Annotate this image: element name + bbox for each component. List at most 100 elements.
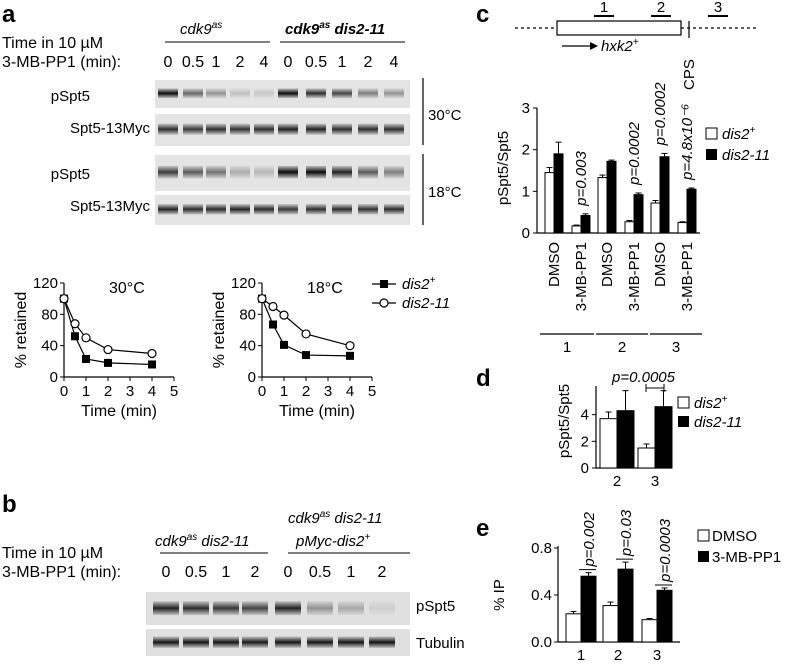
treatment-label: 3-MB-PP1: [679, 242, 696, 311]
data-point-square: [269, 320, 277, 329]
timepoint-label: 0: [284, 54, 293, 71]
blot-band: [384, 88, 404, 99]
panel-b-strain-2: cdk9as dis2-11 pMyc-dis2+: [288, 509, 410, 554]
bar-dis2: [565, 613, 582, 643]
panel-a-strain-2: cdk9as dis2-11: [280, 20, 405, 43]
timepoint-label: 4: [260, 54, 269, 71]
cps-label: CPS: [681, 59, 698, 90]
data-point-circle: [81, 333, 91, 343]
blot-band: [230, 204, 250, 215]
bar-dis2: [641, 619, 658, 643]
legend-marker-circle: [379, 298, 389, 308]
timepoint-label: 1: [222, 564, 231, 581]
panel-a-strain-1: cdk9as: [165, 20, 270, 43]
blot-band: [158, 204, 178, 215]
blot-band: [206, 165, 226, 179]
blot-band: [230, 123, 250, 135]
y-tick-label: 0: [248, 369, 256, 386]
bar-dis2-11: [633, 194, 644, 234]
category-label: 3: [651, 473, 659, 490]
timepoint-label: 2: [236, 54, 245, 71]
blot-band: [306, 88, 326, 99]
bar-dis2: [637, 447, 656, 469]
timepoint-label: 0: [162, 564, 171, 581]
panel-a-time-label-1: Time in 10 µM: [2, 35, 103, 52]
y-tick-label: 2: [522, 142, 530, 159]
bar-dis2-11: [580, 575, 597, 643]
timepoint-label: 0.5: [185, 564, 207, 581]
category-label: 2: [613, 473, 621, 490]
blot-pspt5-30: [155, 80, 410, 108]
blot-band: [332, 88, 352, 99]
y-tick-label: 3: [522, 100, 530, 117]
blot-band: [338, 636, 364, 648]
blot-label-pspt5-18: pSpt5: [51, 166, 90, 183]
x-tick-label: 1: [82, 383, 90, 400]
panel-e-legend: DMSO 3-MB-PP1: [697, 528, 781, 566]
blot-band: [206, 88, 226, 99]
blot-band: [307, 601, 333, 616]
blot-b-tubulin: [146, 629, 410, 656]
bar-dis2-11: [580, 215, 591, 234]
y-axis-label: % retained: [13, 292, 30, 369]
blot-band: [183, 204, 203, 215]
blot-band: [230, 88, 250, 99]
y-tick-label: 0.4: [531, 587, 552, 604]
timepoint-label: 0: [164, 54, 173, 71]
blot-band: [332, 123, 352, 135]
blot-band: [306, 165, 326, 179]
y-tick-label: 0.0: [531, 634, 552, 651]
bar-dis2-11: [686, 188, 697, 234]
bar-dis2: [650, 202, 661, 234]
legend-label-dis211: dis2-11: [402, 295, 450, 312]
panel-d-letter: d: [476, 365, 491, 392]
y-tick-label: 120: [33, 275, 58, 292]
x-tick-label: 0: [258, 383, 266, 400]
bar-dis2-11: [616, 410, 635, 469]
blot-band: [206, 123, 226, 135]
panel-b-time-label-2: 3-MB-PP1 (min):: [2, 564, 121, 581]
bar-dis2: [597, 177, 608, 234]
y-tick-label: 80: [239, 306, 256, 323]
treatment-label: DMSO: [599, 242, 616, 287]
legend-marker-square: [380, 280, 388, 288]
gene-arrow-head: [590, 42, 598, 50]
blot-band: [384, 123, 404, 135]
bar-dis2: [544, 172, 555, 234]
group-label: 2: [618, 339, 626, 356]
legend-c-dis2-swatch: [705, 127, 718, 140]
x-tick-label: 3: [324, 383, 332, 400]
blot-band: [254, 204, 274, 215]
y-tick-label: 80: [41, 306, 58, 323]
timepoint-label: 4: [390, 54, 399, 71]
blot-band: [254, 165, 274, 179]
svg-text:pMyc-dis2+: pMyc-dis2+: [295, 532, 370, 550]
data-point-square: [346, 351, 354, 360]
bar-dis2-11: [553, 153, 564, 234]
legend-e-dmso-swatch: [697, 529, 710, 542]
timepoint-label: 0.5: [182, 54, 204, 71]
blot-band: [183, 636, 209, 648]
timepoint-label: 1: [347, 564, 356, 581]
blot-band: [213, 636, 239, 648]
bar-dis2: [602, 605, 619, 643]
blot-band: [369, 601, 395, 616]
y-axis-label: pSpt5/Spt5: [556, 384, 573, 458]
blot-band: [384, 165, 404, 179]
blot-band: [278, 204, 298, 215]
data-point-circle: [147, 348, 157, 359]
panel-b-time-label-1: Time in 10 µM: [2, 545, 103, 562]
x-tick-label: 2: [104, 383, 112, 400]
blot-label-b-tubulin: Tubulin: [416, 635, 465, 652]
legend-label-dis2: dis2+: [402, 275, 436, 293]
blot-band: [206, 204, 226, 215]
panel-a-time-label-2: 3-MB-PP1 (min):: [2, 54, 121, 71]
blot-band: [306, 204, 326, 215]
blot-band: [338, 601, 364, 616]
legend-c-dis2-label: dis2+: [722, 125, 756, 143]
data-point-circle: [268, 301, 278, 312]
y-tick-label: 40: [41, 338, 58, 355]
